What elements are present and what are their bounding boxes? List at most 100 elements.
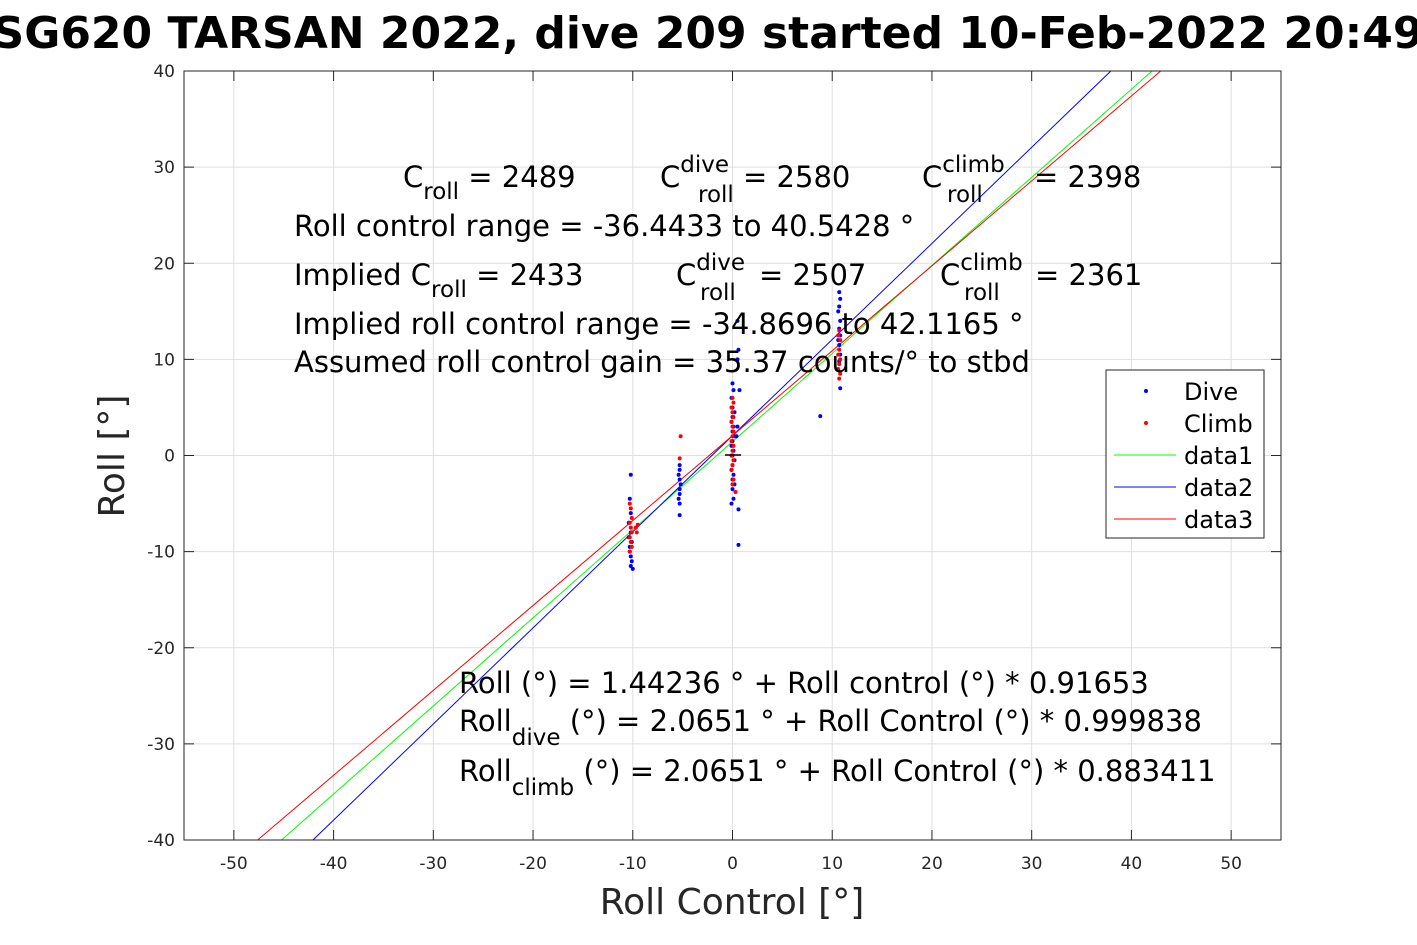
formula-roll-climb: Rollclimb (°) = 2.0651 ° + Roll Control … (459, 754, 1216, 801)
legend-marker-climb (1144, 421, 1148, 425)
climb-point (635, 522, 640, 527)
dive-point (735, 318, 740, 323)
legend-label-data3: data3 (1184, 506, 1253, 534)
y-tick-label: 0 (164, 447, 175, 467)
climb-point (729, 419, 734, 424)
annotation-implied-croll: Implied Croll = 2433 (294, 258, 583, 303)
climb-point (627, 549, 632, 554)
dive-point (676, 472, 681, 477)
dive-point (677, 491, 682, 496)
annotation-roll-control-range: Roll control range = -36.4433 to 40.5428… (294, 209, 914, 243)
legend-label-data1: data1 (1184, 442, 1253, 470)
climb-point (838, 357, 843, 362)
climb-point (731, 400, 736, 405)
x-tick-label: 40 (1121, 854, 1143, 874)
dive-point (837, 342, 842, 347)
axis-ticks: -50 -40 -30 -20 -10 0 10 20 30 40 50 -40 -30 -20 -10 0 1… (147, 62, 1281, 874)
dive-point (678, 482, 683, 487)
dive-point (628, 564, 633, 569)
dive-point (677, 477, 682, 482)
dive-point (838, 386, 843, 391)
annotation-implied-range: Implied roll control range = -34.8696 to… (294, 307, 1024, 341)
annotation-implied-croll-climb: Cclimb roll = 2361 (940, 250, 1142, 306)
climb-point (836, 366, 841, 371)
y-tick-label: 40 (153, 62, 175, 82)
dive-point (837, 290, 842, 295)
dive-point (838, 296, 843, 301)
dive-point (627, 496, 632, 501)
legend-items: Dive Climb data1 data2 data3 (1114, 378, 1253, 534)
dive-point (736, 347, 741, 352)
x-tick-label: 10 (821, 854, 843, 874)
annotation-croll: Croll = 2489 (403, 160, 576, 205)
dive-point (731, 472, 736, 477)
climb-point (837, 328, 842, 333)
legend: Dive Climb data1 data2 data3 (1105, 369, 1265, 539)
annotation-implied-croll-dive: Cdive roll = 2507 (676, 250, 866, 306)
dive-point (677, 467, 682, 472)
climb-point (627, 520, 632, 525)
climb-point (837, 362, 842, 367)
legend-label-data2: data2 (1184, 474, 1253, 502)
x-tick-label: 50 (1220, 854, 1242, 874)
x-tick-label: -30 (419, 854, 447, 874)
climb-point (730, 410, 735, 415)
climb-point (731, 443, 736, 448)
climb-point (730, 482, 735, 487)
climb-point (729, 467, 734, 472)
climb-point (627, 501, 632, 506)
climb-point (628, 506, 633, 511)
y-tick-label: 10 (153, 350, 175, 370)
dive-point (734, 434, 739, 439)
dive-point (677, 487, 682, 492)
dive-point (677, 513, 682, 518)
climb-point (837, 347, 842, 352)
climb-point (729, 405, 734, 410)
legend-label-dive: Dive (1184, 378, 1238, 406)
dive-point (735, 424, 740, 429)
legend-label-climb: Climb (1184, 410, 1253, 438)
climb-point (730, 434, 735, 439)
climb-point (837, 376, 842, 381)
climb-point (628, 540, 633, 545)
climb-point (628, 525, 633, 530)
climb-point (629, 515, 634, 520)
climb-point (729, 439, 734, 444)
y-tick-label: -10 (147, 543, 175, 563)
dive-point (730, 381, 735, 386)
dive-point (729, 501, 734, 506)
climb-point (629, 530, 634, 535)
dive-point (628, 511, 633, 516)
fit-line-data3 (257, 70, 1162, 841)
dive-point (677, 501, 682, 506)
y-tick-label: 20 (153, 254, 175, 274)
dive-point (736, 542, 741, 547)
x-tick-label: -50 (220, 854, 248, 874)
y-axis-label: Roll [°] (92, 395, 133, 518)
fit-lines (257, 70, 1162, 841)
y-tick-label: 30 (153, 158, 175, 178)
dive-point (628, 554, 633, 559)
climb-point (836, 352, 841, 357)
climb-point (731, 477, 736, 482)
climb-point (730, 463, 735, 468)
annotation-control-gain: Assumed roll control gain = 35.37 counts… (294, 345, 1030, 379)
x-tick-label: -40 (320, 854, 348, 874)
annotation-croll-dive: Cdive roll = 2580 (660, 152, 850, 208)
legend-marker-dive (1144, 389, 1148, 393)
chart-title: SG620 TARSAN 2022, dive 209 started 10-F… (0, 8, 1417, 59)
x-axis-label: Roll Control [°] (600, 882, 865, 923)
dive-point (838, 318, 843, 323)
y-tick-label: -20 (147, 639, 175, 659)
fit-line-data1 (281, 70, 1153, 841)
formula-roll: Roll (°) = 1.44236 ° + Roll control (°) … (459, 666, 1149, 700)
climb-point (627, 535, 632, 540)
x-tick-label: 0 (727, 854, 738, 874)
climb-point (730, 448, 735, 453)
dive-point (630, 566, 635, 571)
climb-point (678, 434, 683, 439)
dive-point (836, 309, 841, 314)
dive-point (629, 559, 634, 564)
dive-point (628, 472, 633, 477)
